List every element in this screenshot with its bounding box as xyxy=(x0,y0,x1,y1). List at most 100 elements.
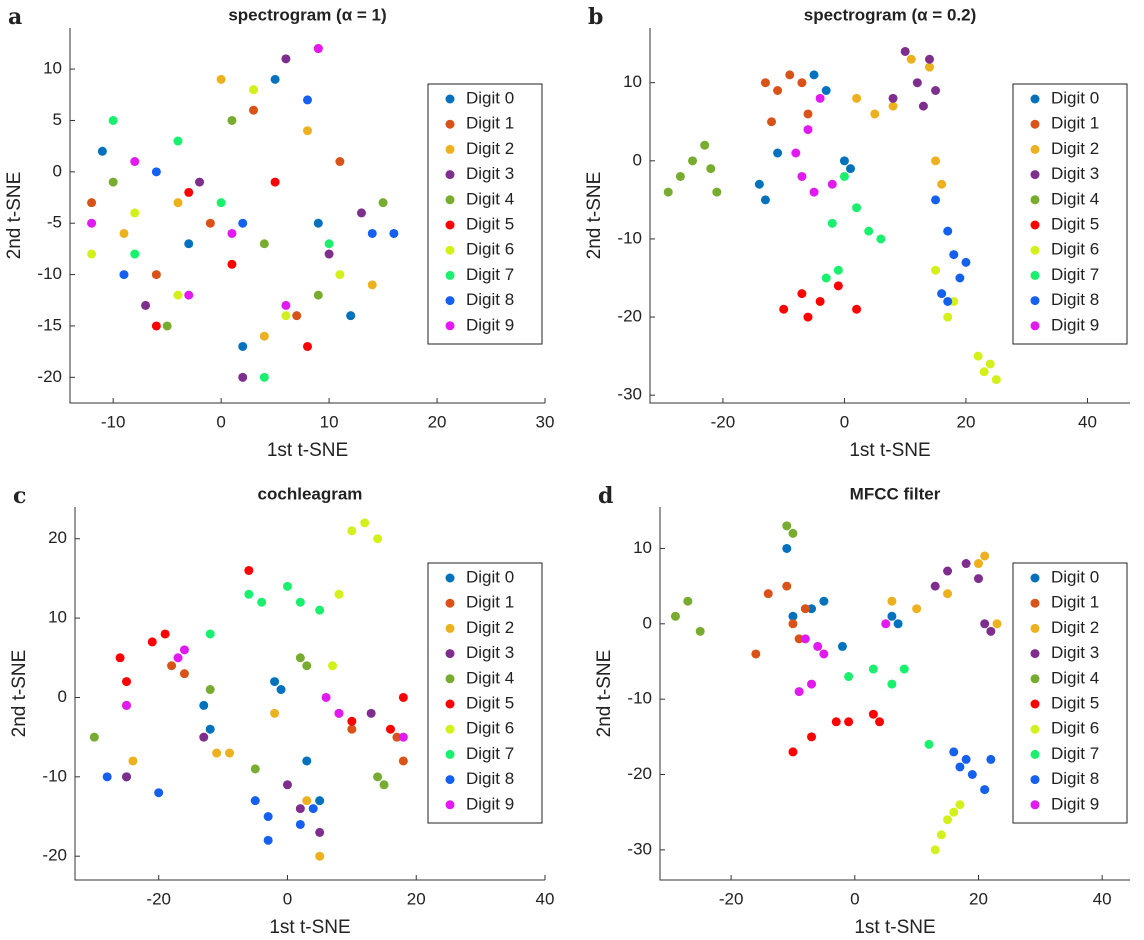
point xyxy=(918,101,928,111)
point xyxy=(870,109,880,119)
legend-marker xyxy=(445,296,455,306)
legend-label: Digit 1 xyxy=(1051,593,1099,612)
y-axis-label: 2nd t-SNE xyxy=(584,172,605,260)
point xyxy=(276,685,286,695)
point xyxy=(912,604,922,614)
legend-label: Digit 6 xyxy=(1051,719,1099,738)
point xyxy=(295,653,305,663)
legend-label: Digit 2 xyxy=(466,139,514,158)
point xyxy=(943,226,953,236)
point xyxy=(259,331,269,341)
legend-marker xyxy=(1030,94,1040,104)
point xyxy=(303,126,312,136)
point xyxy=(160,629,170,639)
point xyxy=(782,543,792,553)
axis-line xyxy=(74,507,545,881)
point xyxy=(108,177,118,187)
x-axis-label: 1st t-SNE xyxy=(267,440,348,461)
y-axis-label: 2nd t-SNE xyxy=(4,172,25,260)
y-tick-label: -20 xyxy=(617,307,642,326)
chart-title: spectrogram (α = 0.2) xyxy=(804,5,976,24)
x-tick-label: 0 xyxy=(216,412,225,431)
x-tick-label: -20 xyxy=(711,412,736,431)
point xyxy=(199,700,209,710)
legend-label: Digit 7 xyxy=(466,265,514,284)
x-tick-label: 20 xyxy=(969,889,988,908)
y-axis-label: 2nd t-SNE xyxy=(594,650,615,738)
point xyxy=(955,273,965,283)
point xyxy=(924,54,934,64)
point xyxy=(868,664,878,674)
point xyxy=(992,619,1002,629)
legend-marker xyxy=(445,94,455,104)
point xyxy=(347,716,357,726)
point xyxy=(379,780,389,790)
point xyxy=(184,290,194,300)
point xyxy=(943,815,953,825)
legend-marker xyxy=(445,800,455,810)
legend-marker xyxy=(1030,270,1040,280)
point xyxy=(366,708,376,718)
legend-label: Digit 2 xyxy=(1051,618,1099,637)
point xyxy=(807,679,817,689)
panel: a spectrogram (α = 1) 1st t-SNE 2nd t-SNE -1… xyxy=(4,4,554,461)
legend-label: Digit 3 xyxy=(466,164,514,183)
point xyxy=(760,78,770,88)
point xyxy=(833,281,843,291)
point xyxy=(819,596,829,606)
point xyxy=(373,534,383,544)
point xyxy=(281,311,291,321)
legend-label: Digit 7 xyxy=(1051,744,1099,763)
point xyxy=(663,187,673,197)
point xyxy=(683,596,693,606)
legend-label: Digit 3 xyxy=(466,643,514,662)
legend-marker xyxy=(445,674,455,684)
legend-label: Digit 8 xyxy=(466,769,514,788)
legend-marker xyxy=(1030,623,1040,633)
point xyxy=(87,198,97,208)
y-tick-label: -20 xyxy=(627,764,652,783)
legend-marker xyxy=(445,321,455,331)
legend-label: Digit 5 xyxy=(466,214,514,233)
point xyxy=(936,830,946,840)
legend-marker xyxy=(445,598,455,608)
legend-label: Digit 9 xyxy=(466,315,514,334)
point xyxy=(706,164,716,174)
point xyxy=(930,581,940,591)
point xyxy=(973,574,983,584)
point xyxy=(815,93,825,103)
point xyxy=(827,218,837,228)
point xyxy=(212,748,222,758)
point xyxy=(839,156,849,166)
legend-label: Digit 0 xyxy=(1051,567,1099,586)
point xyxy=(389,228,399,238)
legend-marker xyxy=(1030,699,1040,709)
point xyxy=(373,772,383,782)
point xyxy=(931,195,941,205)
legend-label: Digit 7 xyxy=(466,744,514,763)
point xyxy=(924,62,934,72)
point xyxy=(937,289,947,299)
legend-label: Digit 9 xyxy=(1051,315,1099,334)
point xyxy=(87,218,97,228)
point xyxy=(335,270,345,280)
point xyxy=(839,171,849,181)
legend: Digit 0 Digit 1 Digit 2 Digit 3 Digit 4 Digit… xyxy=(427,83,543,345)
legend-label: Digit 1 xyxy=(466,114,514,133)
point xyxy=(335,157,345,167)
y-tick-label: -30 xyxy=(627,839,652,858)
point xyxy=(864,226,874,236)
y-tick-label: -15 xyxy=(37,315,62,334)
point xyxy=(282,581,292,591)
point xyxy=(961,559,971,569)
legend-marker xyxy=(1030,649,1040,659)
point xyxy=(943,296,953,306)
point xyxy=(688,156,698,166)
point xyxy=(807,604,817,614)
point xyxy=(249,85,259,95)
y-tick-label: 10 xyxy=(623,72,642,91)
point xyxy=(794,634,804,644)
legend-marker xyxy=(1030,598,1040,608)
point xyxy=(844,717,854,727)
point xyxy=(943,566,953,576)
